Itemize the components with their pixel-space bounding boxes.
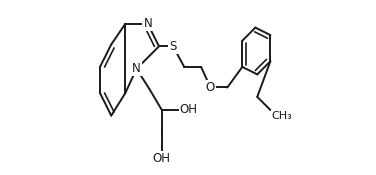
Text: CH₃: CH₃ — [271, 111, 292, 121]
Text: OH: OH — [153, 152, 171, 165]
Text: N: N — [132, 62, 141, 75]
Text: N: N — [143, 17, 152, 30]
Text: O: O — [206, 81, 215, 94]
Text: S: S — [169, 40, 177, 53]
Text: OH: OH — [180, 103, 197, 117]
